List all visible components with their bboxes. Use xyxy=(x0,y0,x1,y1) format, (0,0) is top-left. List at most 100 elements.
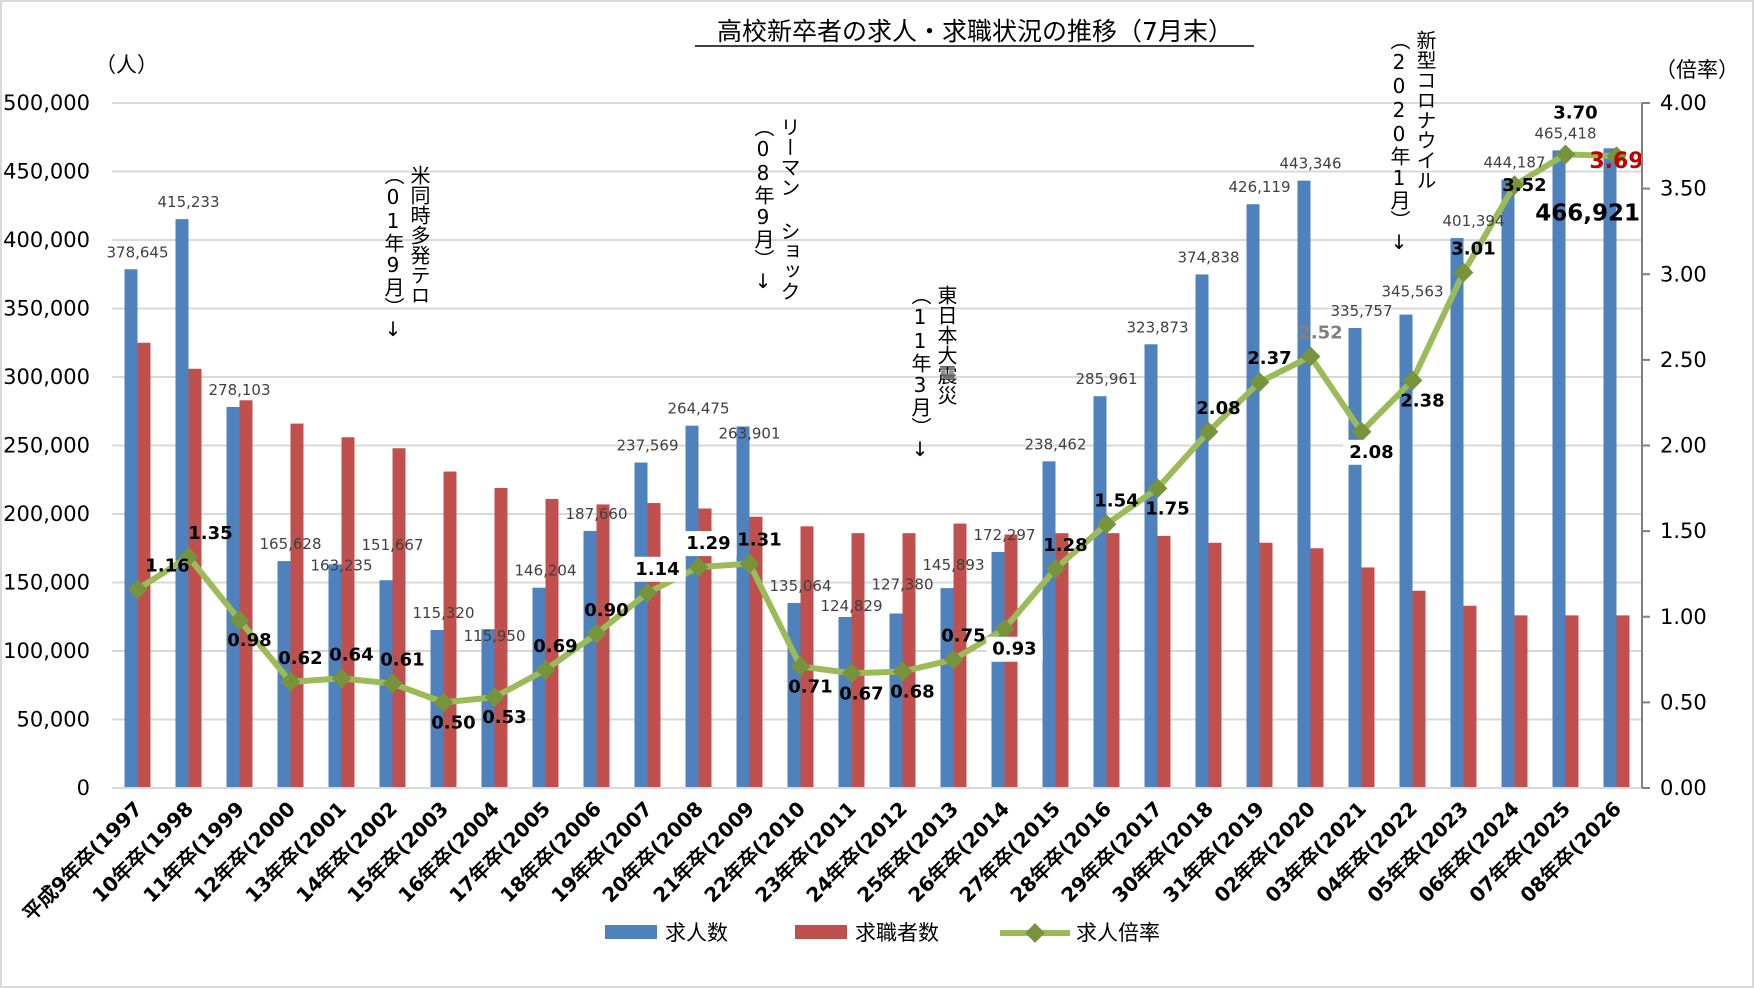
ratio-marker xyxy=(1300,346,1321,367)
ratio-marker xyxy=(994,618,1015,639)
ratio-label: 2.37 xyxy=(1247,348,1291,369)
ratio-label: 2.52 xyxy=(1298,322,1342,343)
ratio-marker xyxy=(1555,144,1576,165)
bars xyxy=(124,148,1630,789)
bar-job-openings xyxy=(1501,179,1515,788)
annotation-text: 新型コロナウイル xyxy=(1413,30,1437,190)
bar-job-seekers xyxy=(1259,542,1273,788)
bar-job-openings xyxy=(124,269,138,788)
ratio-label: 0.50 xyxy=(431,712,475,733)
ratio-label: 0.61 xyxy=(380,650,424,671)
bar-job-openings xyxy=(685,425,699,788)
bar-job-openings xyxy=(583,530,597,788)
ratio-label: 1.35 xyxy=(188,523,232,544)
value-label: 426,119 xyxy=(1228,178,1290,196)
bar-job-openings xyxy=(1450,238,1464,789)
ratio-line xyxy=(127,144,1627,713)
bar-job-seekers xyxy=(902,533,916,788)
chart-title: 高校新卒者の求人・求職状況の推移（7月末） xyxy=(717,17,1233,46)
ratio-label: 1.28 xyxy=(1043,535,1087,556)
value-label: 115,950 xyxy=(463,627,525,645)
ratio-marker xyxy=(1096,514,1117,535)
right-tick-label: 1.50 xyxy=(1660,519,1707,543)
ratio-marker xyxy=(688,557,709,577)
ratio-label: 1.75 xyxy=(1145,498,1189,519)
ratio-marker xyxy=(1351,421,1372,442)
annotation-text: 米同時多発テロ xyxy=(407,165,431,305)
ratio-label: 1.14 xyxy=(635,559,679,580)
ratio-label: 1.29 xyxy=(686,533,730,554)
ratio-label: 3.70 xyxy=(1553,102,1597,123)
bar-job-seekers xyxy=(1310,548,1324,788)
bar-job-seekers xyxy=(851,533,865,788)
bar-job-seekers xyxy=(443,471,457,788)
annotation-covid: 新型コロナウイル （2020年1月）↓ xyxy=(1386,30,1438,254)
ratio-marker xyxy=(280,671,301,692)
bar-job-seekers xyxy=(1463,605,1477,788)
bar-job-openings xyxy=(1552,150,1566,789)
bar-job-openings xyxy=(1246,204,1260,788)
value-label: 415,233 xyxy=(157,193,219,211)
bar-job-seekers xyxy=(1055,533,1069,788)
right-axis-unit: （倍率） xyxy=(1655,58,1739,82)
ratio-label: 0.68 xyxy=(890,682,934,703)
bar-job-seekers xyxy=(494,487,508,788)
left-tick-label: 500,000 xyxy=(3,91,90,115)
value-label: 444,187 xyxy=(1483,153,1545,171)
legend-label-job-seekers: 求職者数 xyxy=(855,921,939,945)
ratio-label: 2.38 xyxy=(1400,390,1444,411)
value-label: 163,235 xyxy=(310,556,372,574)
bar-job-seekers xyxy=(1565,615,1579,788)
right-tick-label: 0.50 xyxy=(1660,690,1707,714)
value-label: 172,297 xyxy=(973,526,1035,544)
data-labels: 378,645 1.16 415,233 1.35 278,103 0.98 165,628… xyxy=(106,102,1643,733)
bar-job-openings xyxy=(175,219,189,788)
bar-job-openings xyxy=(1093,396,1107,788)
bar-job-openings xyxy=(226,406,240,788)
annotation-earthquake: 東日本大震災 （11年3月）↓ xyxy=(907,285,959,461)
bar-job-openings xyxy=(991,551,1005,788)
bar-job-openings xyxy=(838,616,852,788)
bar-job-seekers xyxy=(596,504,610,788)
bar-job-seekers xyxy=(1616,615,1630,788)
annotation-text: 東日本大震災 xyxy=(934,285,958,405)
value-label: 115,320 xyxy=(412,604,474,622)
bar-job-openings xyxy=(1348,328,1362,788)
ratio-label-background xyxy=(1343,439,1400,465)
value-label: 374,838 xyxy=(1177,248,1239,266)
bar-job-openings xyxy=(481,629,495,788)
bar-job-seekers xyxy=(239,400,253,788)
bar-job-openings xyxy=(430,630,444,788)
ratio-marker xyxy=(790,656,811,677)
value-label: 278,103 xyxy=(208,381,270,399)
value-label: 401,394 xyxy=(1442,212,1504,230)
bar-job-seekers xyxy=(137,342,151,788)
bar-job-openings xyxy=(1603,148,1617,788)
ratio-marker xyxy=(535,659,556,680)
value-label: 165,628 xyxy=(259,535,321,553)
legend-swatch-job-seekers xyxy=(795,925,847,939)
right-tick-label: 3.50 xyxy=(1660,177,1707,201)
ratio-marker xyxy=(892,661,913,682)
ratio-label: 1.31 xyxy=(737,530,781,551)
ratio-marker xyxy=(1504,175,1525,196)
ratio-label-background xyxy=(629,556,686,582)
ratio-label: 2.08 xyxy=(1196,398,1240,419)
value-label: 124,829 xyxy=(820,597,882,615)
legend-label-job-openings: 求人数 xyxy=(665,921,728,945)
ratio-label: 0.75 xyxy=(941,626,985,647)
ratio-marker xyxy=(1198,421,1219,442)
ratio-label: 1.54 xyxy=(1094,490,1138,511)
ratio-marker xyxy=(433,692,454,713)
right-tick-label: 4.00 xyxy=(1660,91,1707,115)
bar-job-seekers xyxy=(545,498,559,788)
value-label: 127,380 xyxy=(871,575,933,593)
bar-job-openings xyxy=(532,587,546,788)
left-tick-label: 300,000 xyxy=(3,365,90,389)
right-tick-label: 2.50 xyxy=(1660,348,1707,372)
ratio-label: 3.52 xyxy=(1502,175,1546,196)
value-label: 378,645 xyxy=(106,243,168,261)
ratio-marker xyxy=(637,582,658,603)
annotation-date: （11年3月）↓ xyxy=(908,285,932,461)
